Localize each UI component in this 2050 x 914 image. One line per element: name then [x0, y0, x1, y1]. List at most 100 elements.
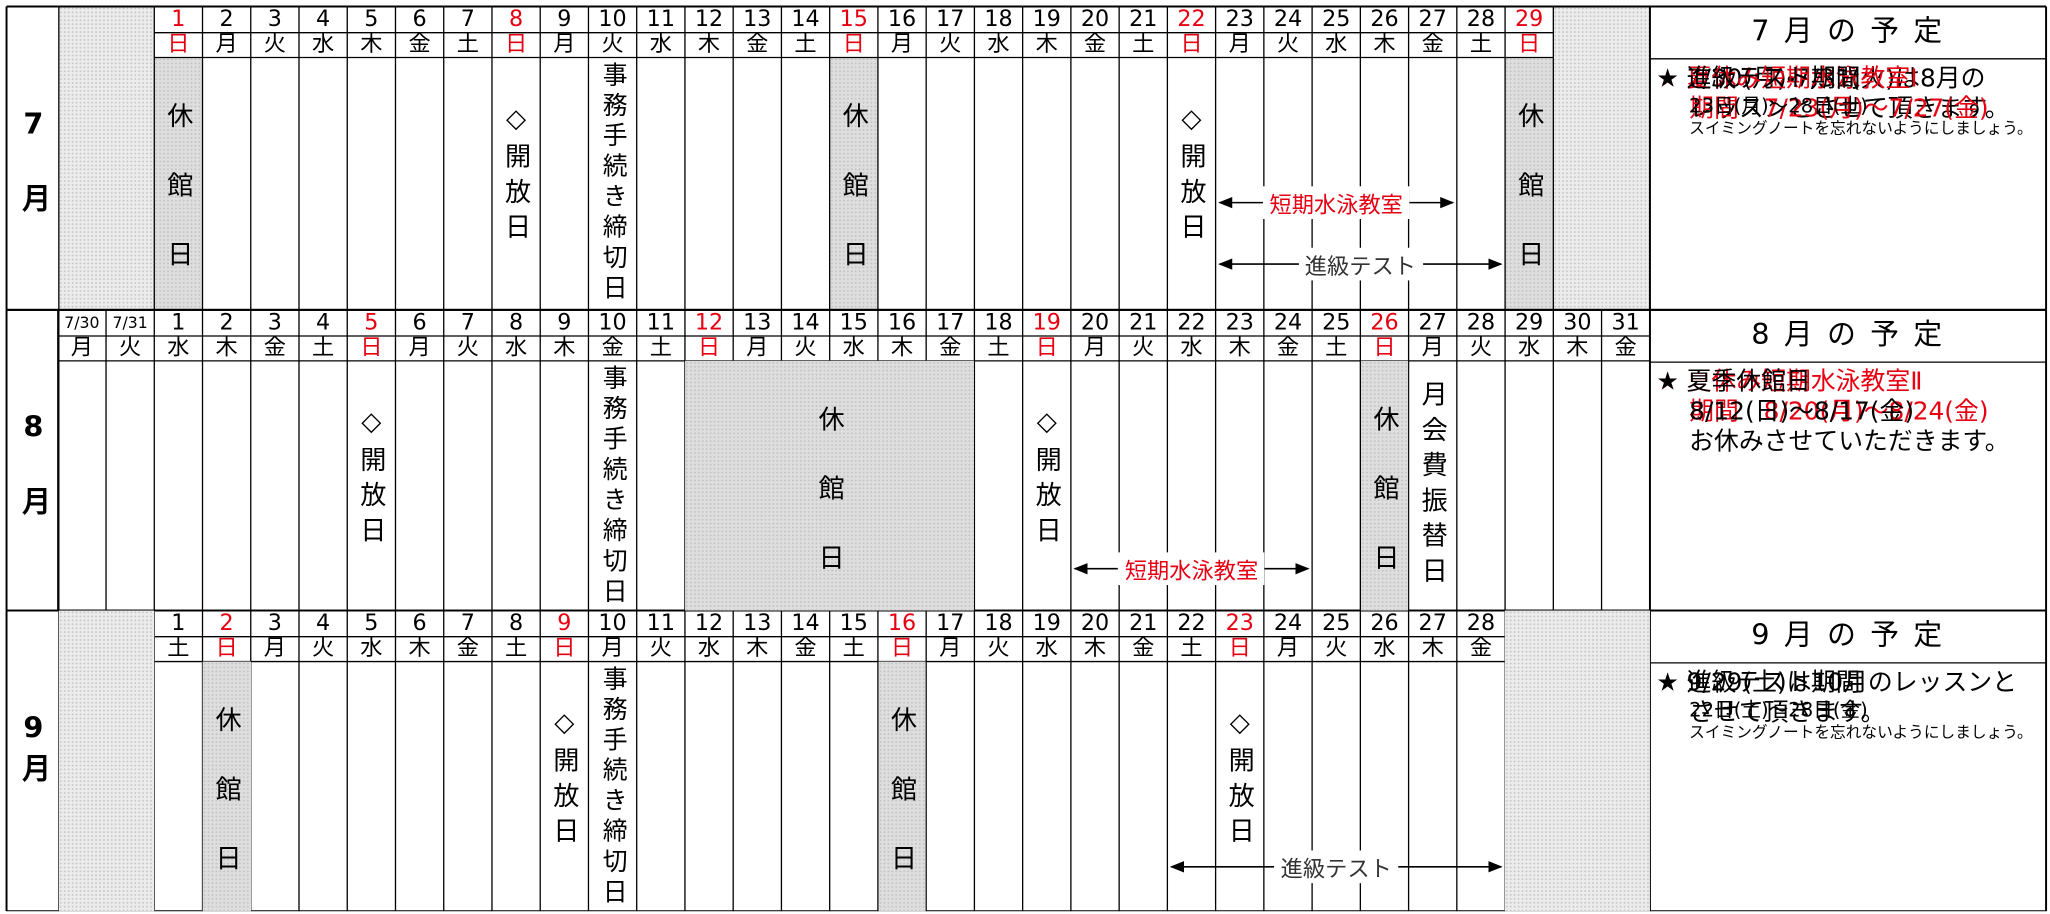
date-number: 21 [1129, 309, 1158, 337]
weekday: 水 [311, 31, 335, 58]
weekday: 日 [1373, 334, 1396, 361]
weekday: 水 [504, 334, 528, 361]
weekday: 月 [408, 334, 431, 361]
weekday: 火 [794, 334, 817, 361]
note-line: ★ 進級テスト期間 [1656, 668, 1861, 697]
weekday: 火 [1469, 334, 1493, 361]
weekday: 日 [1228, 635, 1251, 662]
date-number: 28 [1466, 6, 1496, 33]
weekday: 土 [649, 334, 672, 361]
date-number: 15 [839, 6, 868, 33]
note-line: ★ 進級テスト期間 [1656, 64, 1861, 93]
date-number: 5 [364, 309, 379, 337]
weekday: 火 [1132, 334, 1155, 361]
weekday: 木 [1421, 635, 1444, 662]
date-number: 27 [1418, 309, 1447, 337]
plan-note: ★ 夏休み短期水泳教室Ⅰ 期間 7/23(月)～7/27(金) [1656, 64, 1988, 124]
date-number: 20 [1080, 610, 1110, 637]
event-label: 月会費振替日 [1417, 380, 1449, 593]
weekday: 木 [1035, 31, 1058, 58]
weekday: 日 [167, 31, 190, 58]
date-number: 12 [694, 610, 724, 637]
note-line: 23日(月)～28日(土) [1689, 94, 1868, 118]
closed-day-label: 休館日 [162, 101, 195, 310]
weekday: 月 [1228, 31, 1251, 58]
date-number: 3 [267, 6, 282, 33]
date-number: 20 [1080, 6, 1110, 33]
closed-day-label: 休館日 [1368, 405, 1401, 614]
period-label: 進級テスト [1298, 247, 1423, 281]
date-number: 25 [1322, 309, 1351, 337]
weekday: 木 [1373, 31, 1396, 58]
closed-cell [1360, 360, 1409, 611]
month-label: 7月 [16, 108, 50, 254]
date-number: 11 [646, 6, 675, 33]
date-number: 13 [743, 610, 772, 637]
weekday: 火 [119, 334, 142, 361]
plan-note: ★ 夏季休館日 8/12(日)～8/17(金) お休みさせていただきます。 [1656, 367, 2009, 457]
event-label: ◇開放日 [1224, 705, 1256, 853]
date-number: 11 [646, 309, 675, 337]
closed-day-label: 休館日 [813, 405, 846, 614]
event-label: ◇開放日 [355, 405, 388, 552]
event-label: ◇開放日 [548, 705, 581, 853]
closed-cell [829, 57, 878, 310]
weekday: 木 [746, 635, 769, 662]
date-number: 26 [1370, 610, 1399, 637]
date-number: 30 [1563, 309, 1592, 337]
date-number: 20 [1080, 309, 1110, 337]
closed-cell [877, 661, 927, 912]
weekday: 木 [890, 334, 914, 361]
note-line: ★ 夏休み短期水泳教室Ⅰ [1656, 64, 1918, 93]
closed-cell [1505, 57, 1554, 310]
weekday: 水 [842, 334, 865, 361]
date-number: 24 [1273, 309, 1303, 337]
date-number: 7 [460, 309, 475, 337]
month-label: 8月 [16, 411, 50, 557]
weekday: 水 [649, 31, 672, 58]
weekday: 金 [1083, 31, 1107, 58]
period-label: 短期水泳教室 [1118, 552, 1265, 586]
note-line: スイミングノートを忘れないようにしましょう。 [1689, 118, 2033, 138]
date-number: 4 [316, 6, 331, 33]
date-number: 19 [1032, 6, 1061, 33]
date-number: 31 [1611, 309, 1640, 337]
weekday: 火 [456, 334, 479, 361]
date-number: 14 [791, 309, 820, 337]
date-number: 17 [936, 309, 965, 337]
weekday: 月 [939, 635, 962, 662]
weekday: 月 [1421, 334, 1444, 361]
plan-note: ★ 7/30(月)・7/31(火)は8月の レッスンとさせて頂きます。 [1656, 64, 2009, 124]
date-number: 17 [936, 6, 965, 33]
weekday: 金 [1469, 635, 1493, 662]
date-number: 23 [1225, 610, 1254, 637]
date-number: 25 [1322, 6, 1351, 33]
note-line: 22日(土)～28日(金) [1689, 698, 1868, 722]
plan-note: ★ 9/29(土)は10月のレッスンと させて頂きます。 [1656, 668, 2017, 728]
weekday: 日 [842, 31, 865, 58]
weekday: 土 [504, 635, 528, 662]
weekday: 火 [263, 31, 286, 58]
weekday: 月 [746, 334, 769, 361]
plan-note: ★ 夏休み短期水泳教室Ⅱ 期間 8/20(月)～8/24(金) [1656, 367, 1988, 427]
closed-cell [154, 57, 203, 310]
date-number: 19 [1032, 309, 1061, 337]
date-number: 1 [171, 610, 186, 637]
weekday: 木 [1083, 635, 1107, 662]
weekday: 火 [1325, 635, 1348, 662]
date-number: 2 [219, 309, 234, 337]
event-label: 事務手続き締切日 [598, 665, 628, 910]
note-line: お休みさせていただきます。 [1689, 427, 2010, 457]
date-number: 1 [171, 6, 186, 33]
date-number: 8 [509, 309, 524, 337]
weekday: 金 [1614, 334, 1637, 361]
date-number: 28 [1466, 610, 1496, 637]
note-line: スイミングノートを忘れないようにしましょう。 [1689, 722, 2033, 742]
date-number: 15 [839, 309, 868, 337]
date-number: 18 [984, 309, 1013, 337]
weekday: 日 [215, 635, 238, 662]
weekday: 水 [360, 635, 383, 662]
weekday: 金 [794, 635, 817, 662]
month-label: 9月 [16, 712, 50, 790]
